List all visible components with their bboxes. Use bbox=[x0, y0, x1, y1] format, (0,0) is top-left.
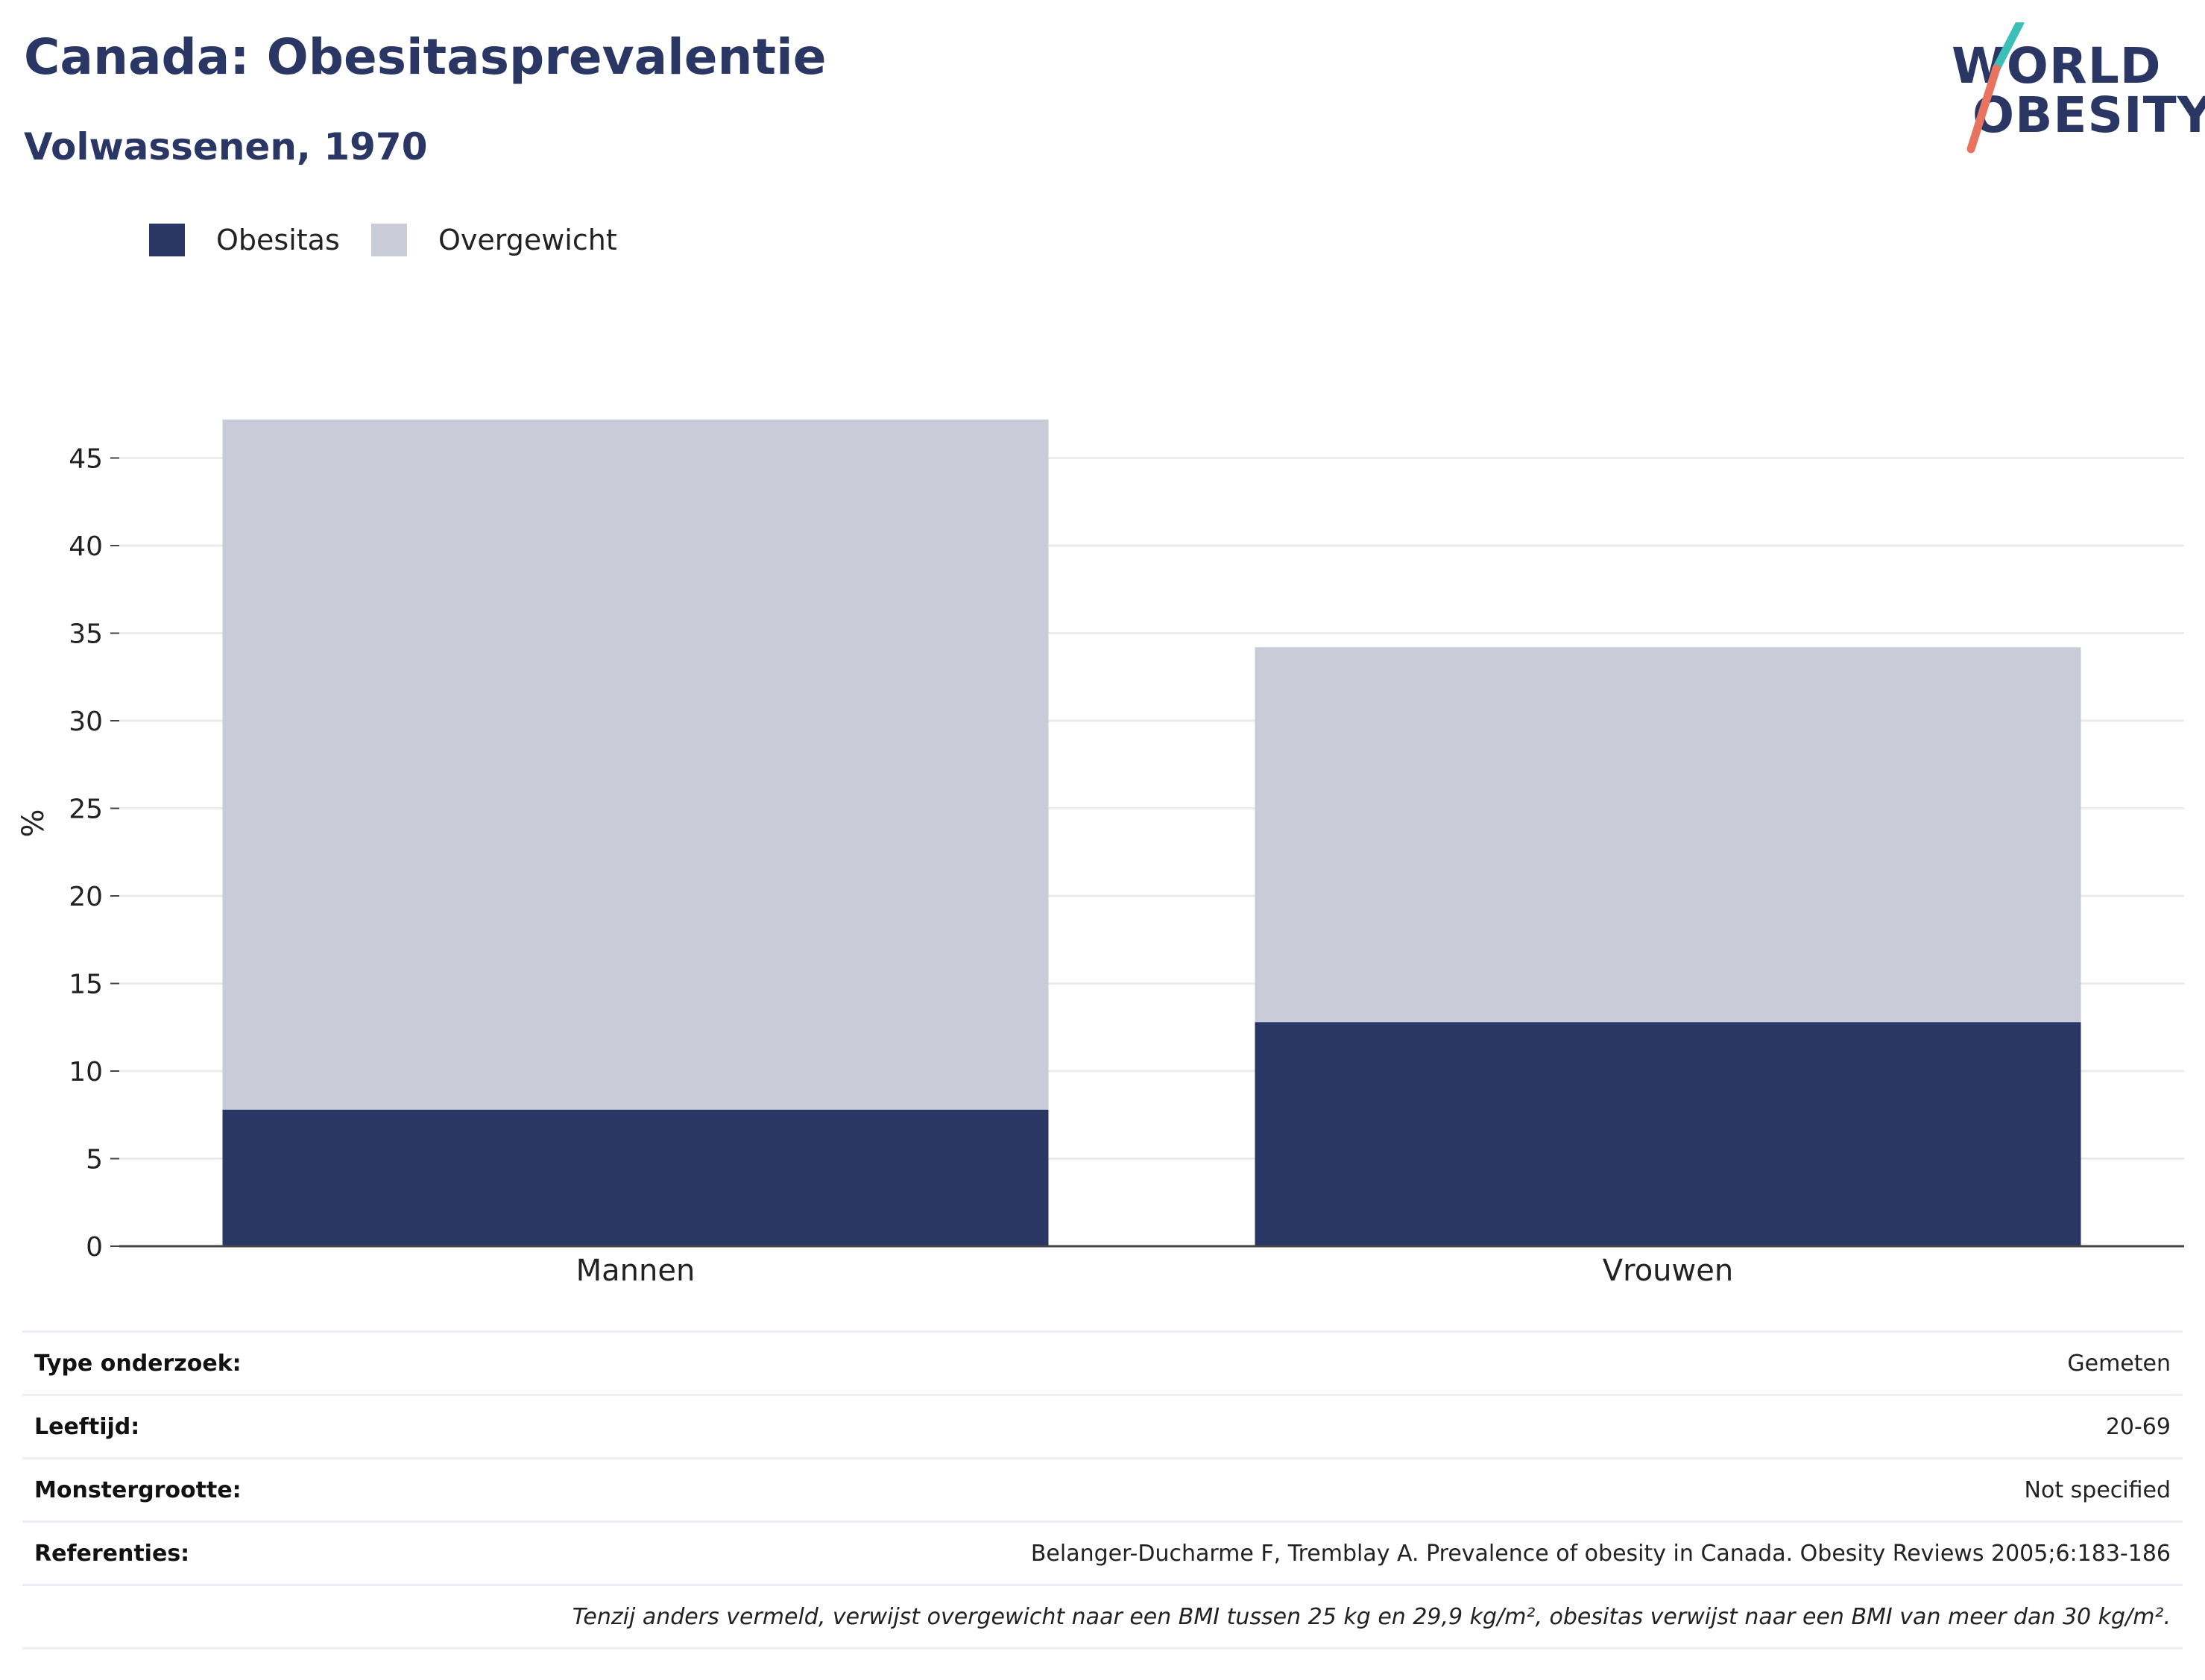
y-tick-label: 15 bbox=[69, 970, 103, 1000]
y-tick-label: 10 bbox=[69, 1057, 103, 1087]
info-row-references: Referenties: Belanger-Ducharme F, Trembl… bbox=[22, 1520, 2183, 1584]
x-category-label: Mannen bbox=[576, 1254, 695, 1288]
info-key: Monstergrootte: bbox=[34, 1477, 242, 1503]
bar-chart: 0 5 10 15 20 25 30 35 40 45 Mannen Vrouwen % bbox=[16, 419, 2184, 1288]
x-category-label: Vrouwen bbox=[1603, 1254, 1733, 1288]
y-tick-label: 45 bbox=[69, 444, 103, 475]
info-value: 20-69 bbox=[2105, 1414, 2171, 1440]
legend-swatch-obesitas bbox=[149, 224, 185, 256]
info-key: Referenties: bbox=[34, 1541, 190, 1567]
info-value: Belanger-Ducharme F, Tremblay A. Prevale… bbox=[1030, 1541, 2171, 1567]
page-subtitle: Volwassenen, 1970 bbox=[24, 125, 428, 168]
axes: 0 5 10 15 20 25 30 35 40 45 Mannen Vrouwen bbox=[69, 444, 2184, 1288]
info-key: Type onderzoek: bbox=[34, 1351, 242, 1377]
info-key: Leeftijd: bbox=[34, 1414, 140, 1440]
logo-slash-icon bbox=[1966, 22, 2025, 154]
legend-label-obesitas: Obesitas bbox=[216, 224, 340, 256]
logo-text-world: WORLD bbox=[1952, 37, 2162, 95]
info-value: Gemeten bbox=[2067, 1351, 2171, 1377]
info-table: Type onderzoek: Gemeten Leeftijd: 20-69 … bbox=[22, 1330, 2183, 1649]
y-tick-label: 0 bbox=[86, 1232, 103, 1263]
world-obesity-logo: WORLD OBESITY bbox=[1938, 22, 2205, 157]
bars bbox=[222, 419, 2081, 1246]
definition-note: Tenzij anders vermeld, verwijst overgewi… bbox=[572, 1604, 2171, 1630]
info-row-note: Tenzij anders vermeld, verwijst overgewi… bbox=[22, 1584, 2183, 1649]
y-tick-label: 40 bbox=[69, 531, 103, 562]
info-row-type: Type onderzoek: Gemeten bbox=[22, 1330, 2183, 1394]
y-tick-label: 35 bbox=[69, 619, 103, 650]
bar-obesitas-mannen[interactable] bbox=[222, 1109, 1049, 1246]
bar-obesitas-vrouwen[interactable] bbox=[1255, 1022, 2081, 1246]
y-tick-label: 30 bbox=[69, 707, 103, 737]
info-value: Not specified bbox=[2024, 1477, 2171, 1503]
legend-swatch-overgewicht bbox=[371, 224, 407, 256]
y-tick-label: 25 bbox=[69, 795, 103, 825]
bar-overgewicht-vrouwen[interactable] bbox=[1255, 647, 2081, 1023]
y-axis-label: % bbox=[16, 809, 51, 837]
info-row-sample: Monstergrootte: Not specified bbox=[22, 1457, 2183, 1520]
bar-overgewicht-mannen[interactable] bbox=[222, 419, 1049, 1110]
legend-label-overgewicht: Overgewicht bbox=[438, 224, 617, 256]
info-row-age: Leeftijd: 20-69 bbox=[22, 1394, 2183, 1457]
y-tick-label: 5 bbox=[86, 1145, 103, 1175]
y-tick-label: 20 bbox=[69, 882, 103, 912]
logo-text-obesity: OBESITY bbox=[1972, 86, 2205, 144]
page-title: Canada: Obesitasprevalentie bbox=[24, 28, 827, 86]
